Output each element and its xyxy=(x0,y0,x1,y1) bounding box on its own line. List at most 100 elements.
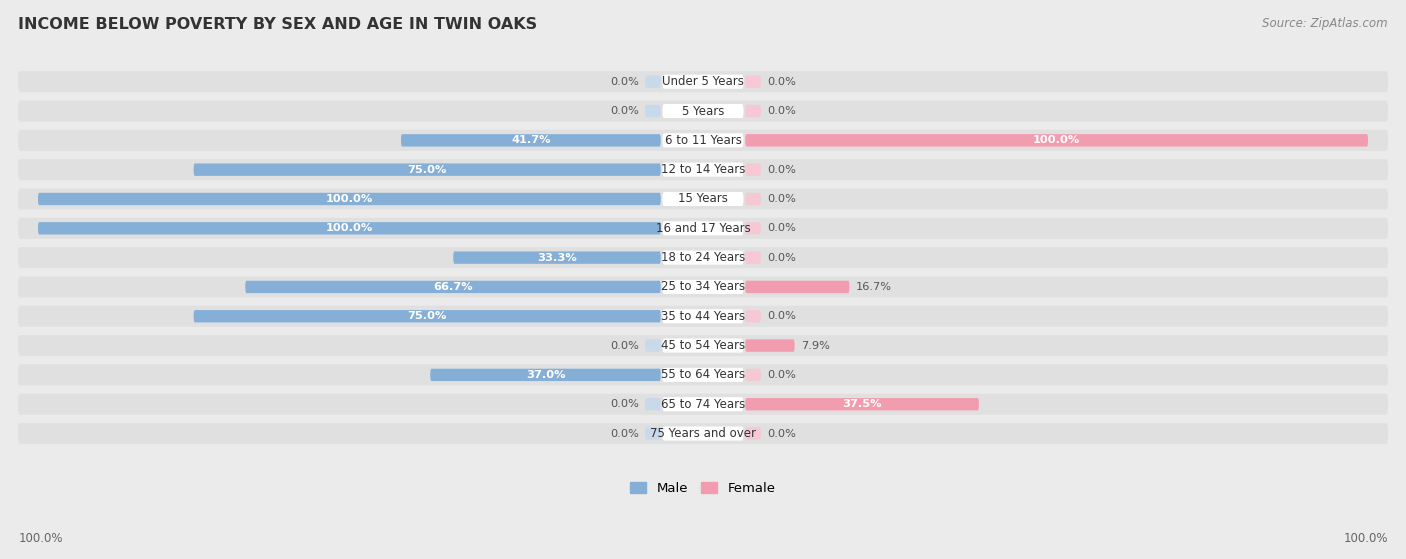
Text: INCOME BELOW POVERTY BY SEX AND AGE IN TWIN OAKS: INCOME BELOW POVERTY BY SEX AND AGE IN T… xyxy=(18,17,537,32)
FancyBboxPatch shape xyxy=(745,398,979,410)
FancyBboxPatch shape xyxy=(18,306,1388,327)
FancyBboxPatch shape xyxy=(194,163,661,176)
FancyBboxPatch shape xyxy=(18,188,1388,210)
FancyBboxPatch shape xyxy=(18,247,1388,268)
Text: 0.0%: 0.0% xyxy=(610,340,638,350)
Text: 16.7%: 16.7% xyxy=(855,282,891,292)
FancyBboxPatch shape xyxy=(430,369,661,381)
FancyBboxPatch shape xyxy=(18,71,1388,92)
FancyBboxPatch shape xyxy=(645,339,661,352)
FancyBboxPatch shape xyxy=(662,192,744,206)
FancyBboxPatch shape xyxy=(18,335,1388,356)
FancyBboxPatch shape xyxy=(38,193,661,205)
Text: 16 and 17 Years: 16 and 17 Years xyxy=(655,222,751,235)
Text: 100.0%: 100.0% xyxy=(18,532,63,545)
Text: 12 to 14 Years: 12 to 14 Years xyxy=(661,163,745,176)
Text: 0.0%: 0.0% xyxy=(610,77,638,87)
FancyBboxPatch shape xyxy=(401,134,661,146)
Text: 6 to 11 Years: 6 to 11 Years xyxy=(665,134,741,147)
Text: 0.0%: 0.0% xyxy=(768,106,796,116)
FancyBboxPatch shape xyxy=(645,428,661,440)
FancyBboxPatch shape xyxy=(194,163,661,176)
Text: 41.7%: 41.7% xyxy=(512,135,551,145)
Text: 100.0%: 100.0% xyxy=(1033,135,1080,145)
FancyBboxPatch shape xyxy=(645,398,661,410)
Text: 66.7%: 66.7% xyxy=(433,282,472,292)
Legend: Male, Female: Male, Female xyxy=(626,476,780,500)
Text: 75.0%: 75.0% xyxy=(408,165,447,174)
Text: 18 to 24 Years: 18 to 24 Years xyxy=(661,251,745,264)
FancyBboxPatch shape xyxy=(38,222,661,234)
Text: 37.5%: 37.5% xyxy=(842,399,882,409)
FancyBboxPatch shape xyxy=(745,193,761,205)
FancyBboxPatch shape xyxy=(645,75,661,88)
Text: 75.0%: 75.0% xyxy=(408,311,447,321)
FancyBboxPatch shape xyxy=(745,428,761,440)
FancyBboxPatch shape xyxy=(745,339,794,352)
FancyBboxPatch shape xyxy=(18,394,1388,415)
Text: Source: ZipAtlas.com: Source: ZipAtlas.com xyxy=(1263,17,1388,30)
FancyBboxPatch shape xyxy=(430,369,661,381)
FancyBboxPatch shape xyxy=(18,276,1388,297)
Text: 0.0%: 0.0% xyxy=(768,429,796,438)
FancyBboxPatch shape xyxy=(18,364,1388,386)
FancyBboxPatch shape xyxy=(662,368,744,382)
FancyBboxPatch shape xyxy=(745,369,761,381)
FancyBboxPatch shape xyxy=(18,159,1388,180)
Text: 15 Years: 15 Years xyxy=(678,192,728,206)
Text: 100.0%: 100.0% xyxy=(1343,532,1388,545)
Text: 33.3%: 33.3% xyxy=(537,253,576,263)
FancyBboxPatch shape xyxy=(745,75,761,88)
FancyBboxPatch shape xyxy=(662,75,744,89)
Text: 5 Years: 5 Years xyxy=(682,105,724,117)
FancyBboxPatch shape xyxy=(745,281,849,293)
FancyBboxPatch shape xyxy=(745,163,761,176)
FancyBboxPatch shape xyxy=(453,252,661,264)
Text: 35 to 44 Years: 35 to 44 Years xyxy=(661,310,745,323)
Text: 0.0%: 0.0% xyxy=(610,399,638,409)
Text: 0.0%: 0.0% xyxy=(768,223,796,233)
Text: 100.0%: 100.0% xyxy=(326,194,373,204)
FancyBboxPatch shape xyxy=(662,133,744,148)
FancyBboxPatch shape xyxy=(18,423,1388,444)
Text: 75 Years and over: 75 Years and over xyxy=(650,427,756,440)
Text: 7.9%: 7.9% xyxy=(801,340,830,350)
FancyBboxPatch shape xyxy=(401,134,661,146)
Text: 0.0%: 0.0% xyxy=(768,253,796,263)
FancyBboxPatch shape xyxy=(745,105,761,117)
FancyBboxPatch shape xyxy=(662,280,744,294)
Text: 0.0%: 0.0% xyxy=(610,429,638,438)
FancyBboxPatch shape xyxy=(453,252,661,264)
FancyBboxPatch shape xyxy=(745,134,1368,146)
FancyBboxPatch shape xyxy=(38,193,661,205)
FancyBboxPatch shape xyxy=(745,252,761,264)
FancyBboxPatch shape xyxy=(745,134,1368,146)
Text: 45 to 54 Years: 45 to 54 Years xyxy=(661,339,745,352)
FancyBboxPatch shape xyxy=(662,163,744,177)
FancyBboxPatch shape xyxy=(645,105,661,117)
FancyBboxPatch shape xyxy=(745,310,761,323)
Text: 0.0%: 0.0% xyxy=(768,194,796,204)
Text: 65 to 74 Years: 65 to 74 Years xyxy=(661,397,745,411)
FancyBboxPatch shape xyxy=(246,281,661,293)
FancyBboxPatch shape xyxy=(662,309,744,323)
FancyBboxPatch shape xyxy=(745,222,761,234)
FancyBboxPatch shape xyxy=(662,250,744,264)
FancyBboxPatch shape xyxy=(662,397,744,411)
Text: 0.0%: 0.0% xyxy=(768,165,796,174)
FancyBboxPatch shape xyxy=(745,281,849,293)
Text: 0.0%: 0.0% xyxy=(768,370,796,380)
Text: Under 5 Years: Under 5 Years xyxy=(662,75,744,88)
FancyBboxPatch shape xyxy=(662,427,744,440)
FancyBboxPatch shape xyxy=(18,218,1388,239)
FancyBboxPatch shape xyxy=(745,398,979,410)
FancyBboxPatch shape xyxy=(194,310,661,323)
FancyBboxPatch shape xyxy=(18,101,1388,121)
FancyBboxPatch shape xyxy=(38,222,661,234)
FancyBboxPatch shape xyxy=(745,339,794,352)
FancyBboxPatch shape xyxy=(194,310,661,323)
FancyBboxPatch shape xyxy=(246,281,661,293)
FancyBboxPatch shape xyxy=(662,104,744,118)
Text: 0.0%: 0.0% xyxy=(768,77,796,87)
Text: 0.0%: 0.0% xyxy=(610,106,638,116)
